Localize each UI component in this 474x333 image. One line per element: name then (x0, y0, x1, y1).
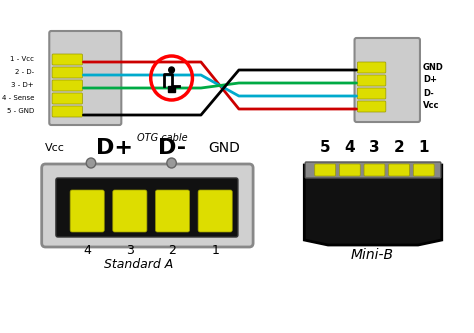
FancyBboxPatch shape (52, 80, 82, 91)
Text: 2 - D-: 2 - D- (15, 69, 34, 75)
Text: 1: 1 (419, 141, 429, 156)
Text: Mini-B: Mini-B (351, 248, 394, 262)
Circle shape (167, 158, 176, 168)
Polygon shape (304, 165, 442, 245)
FancyBboxPatch shape (389, 164, 410, 176)
Text: 4: 4 (83, 243, 91, 256)
FancyBboxPatch shape (70, 190, 104, 232)
Text: 1: 1 (211, 243, 219, 256)
FancyBboxPatch shape (52, 54, 82, 65)
Text: 3 - D+: 3 - D+ (11, 82, 34, 88)
FancyBboxPatch shape (155, 190, 190, 232)
Text: D-: D- (157, 138, 186, 158)
FancyBboxPatch shape (357, 88, 386, 99)
FancyBboxPatch shape (357, 62, 386, 73)
FancyBboxPatch shape (339, 164, 360, 176)
FancyBboxPatch shape (52, 106, 82, 117)
Text: 4 - Sense: 4 - Sense (2, 95, 34, 101)
Text: Standard A: Standard A (104, 258, 173, 271)
Text: 2: 2 (169, 243, 176, 256)
Text: 5: 5 (320, 141, 330, 156)
Circle shape (86, 158, 96, 168)
FancyBboxPatch shape (355, 38, 420, 122)
Text: Vcc: Vcc (45, 143, 65, 153)
Text: 1 - Vcc: 1 - Vcc (10, 56, 34, 62)
Text: D+: D+ (423, 76, 437, 85)
Text: D+: D+ (96, 138, 133, 158)
FancyBboxPatch shape (168, 86, 175, 92)
FancyBboxPatch shape (305, 162, 441, 178)
FancyBboxPatch shape (49, 31, 121, 125)
Text: 3: 3 (369, 141, 380, 156)
Text: D-: D- (423, 89, 434, 98)
FancyBboxPatch shape (42, 164, 253, 247)
Text: Vcc: Vcc (423, 102, 439, 111)
Text: 4: 4 (345, 141, 355, 156)
FancyBboxPatch shape (113, 190, 147, 232)
FancyBboxPatch shape (52, 67, 82, 78)
FancyBboxPatch shape (315, 164, 336, 176)
FancyBboxPatch shape (198, 190, 232, 232)
Text: GND: GND (423, 63, 444, 72)
FancyBboxPatch shape (357, 75, 386, 86)
FancyBboxPatch shape (413, 164, 434, 176)
Text: GND: GND (208, 141, 240, 155)
Text: OTG cable: OTG cable (137, 133, 187, 143)
Text: 2: 2 (394, 141, 404, 156)
Circle shape (169, 67, 174, 73)
FancyBboxPatch shape (56, 178, 238, 237)
FancyBboxPatch shape (52, 93, 82, 104)
Text: 5 - GND: 5 - GND (7, 108, 34, 114)
FancyBboxPatch shape (364, 164, 385, 176)
FancyBboxPatch shape (357, 101, 386, 112)
Text: 3: 3 (126, 243, 134, 256)
